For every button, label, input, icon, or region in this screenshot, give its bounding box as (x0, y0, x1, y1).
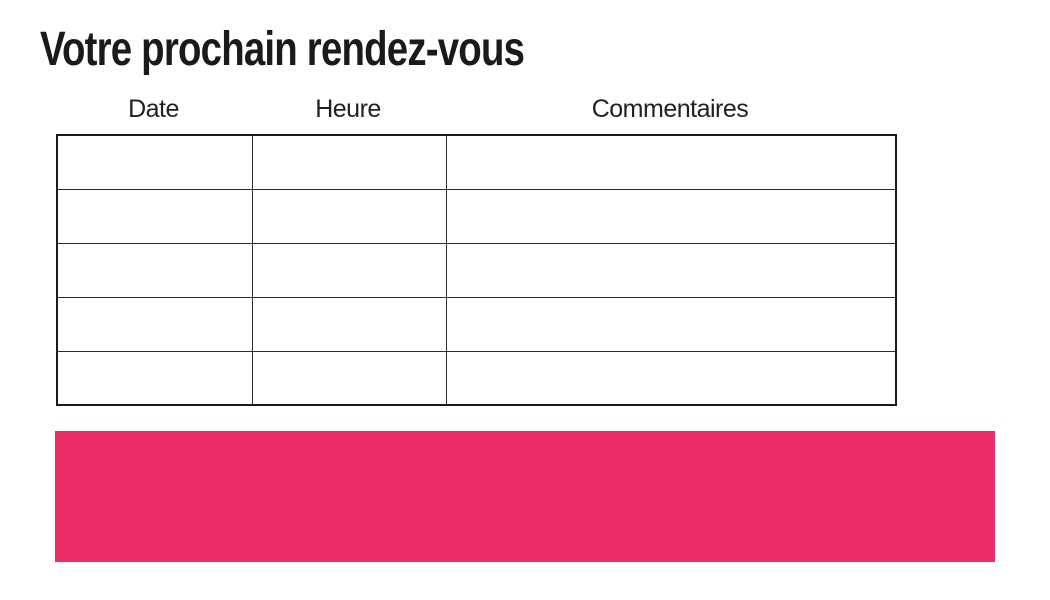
table-cell[interactable] (56, 242, 253, 298)
table-cell[interactable] (251, 134, 447, 190)
table-cell[interactable] (251, 296, 447, 352)
table-cell[interactable] (251, 242, 447, 298)
table-cell[interactable] (251, 350, 447, 406)
table-cell[interactable] (251, 188, 447, 244)
page-title: Votre prochain rendez-vous (40, 23, 525, 76)
table-cell[interactable] (56, 188, 253, 244)
column-header-date: Date (128, 94, 179, 123)
column-header-commentaires: Commentaires (591, 94, 749, 123)
table-cell[interactable] (445, 350, 897, 406)
table-row (56, 350, 897, 406)
appointments-table (56, 134, 897, 406)
table-cell[interactable] (445, 188, 897, 244)
table-cell[interactable] (56, 296, 253, 352)
pink-banner (55, 431, 995, 562)
table-row (56, 242, 897, 298)
table-cell[interactable] (56, 134, 253, 190)
table-row (56, 296, 897, 352)
table-cell[interactable] (56, 350, 253, 406)
table-cell[interactable] (445, 296, 897, 352)
table-row (56, 188, 897, 244)
table-cell[interactable] (445, 242, 897, 298)
table-cell[interactable] (445, 134, 897, 190)
table-row (56, 134, 897, 190)
table-header-row: Date Heure Commentaires (56, 92, 895, 126)
column-header-heure: Heure (315, 94, 381, 123)
